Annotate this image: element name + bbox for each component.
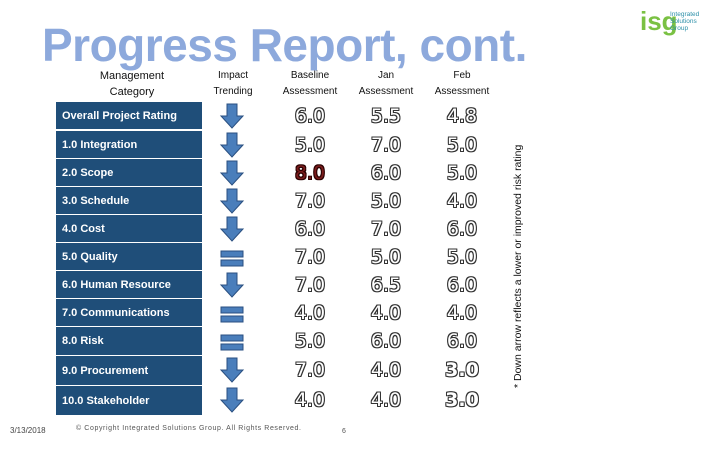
logo-line-2: Solutions xyxy=(670,18,697,25)
baseline-value: 7.0 xyxy=(294,246,326,268)
feb-value: 6.0 xyxy=(446,218,478,240)
header-impact-trending: Impact Trending xyxy=(213,70,253,97)
down-arrow-icon xyxy=(219,357,245,383)
category-label: 2.0 Scope xyxy=(56,159,202,187)
feb-value: 3.0 xyxy=(445,359,479,381)
category-label: 10.0 Stakeholder xyxy=(56,386,202,416)
category-label: 8.0 Risk xyxy=(56,327,202,356)
down-arrow-icon xyxy=(219,188,245,214)
equal-bars-icon xyxy=(220,334,244,351)
category-label: 3.0 Schedule xyxy=(56,187,202,215)
baseline-value: 4.0 xyxy=(294,302,326,324)
jan-value: 7.0 xyxy=(370,218,402,240)
baseline-value: 7.0 xyxy=(294,190,326,212)
logo-text: Integrated Solutions Group xyxy=(670,11,699,32)
down-arrow-icon xyxy=(219,132,245,158)
baseline-value: 6.0 xyxy=(294,105,326,127)
feb-value: 6.0 xyxy=(446,330,478,352)
category-label: 9.0 Procurement xyxy=(56,356,202,386)
feb-value: 5.0 xyxy=(446,134,478,156)
down-arrow-icon xyxy=(219,103,245,129)
category-label: 1.0 Integration xyxy=(56,131,202,159)
feb-value: 5.0 xyxy=(446,162,478,184)
down-arrow-icon xyxy=(219,387,245,413)
isg-logo: isg Integrated Solutions Group xyxy=(640,8,712,38)
jan-value: 4.0 xyxy=(370,389,402,411)
baseline-value: 6.0 xyxy=(294,218,326,240)
jan-value: 4.0 xyxy=(370,302,402,324)
baseline-value: 8.0 xyxy=(294,162,326,184)
footer-copyright: © Copyright Integrated Solutions Group. … xyxy=(76,425,302,432)
jan-value: 6.5 xyxy=(370,274,402,296)
footer-page-number: 6 xyxy=(342,428,346,435)
feb-value: 4.8 xyxy=(446,105,478,127)
baseline-value: 4.0 xyxy=(294,389,326,411)
header-jan-assessment: Jan Assessment xyxy=(358,70,414,97)
category-label: 7.0 Communications xyxy=(56,299,202,327)
category-label: 6.0 Human Resource xyxy=(56,271,202,299)
down-arrow-icon xyxy=(219,272,245,298)
baseline-value: 7.0 xyxy=(294,359,326,381)
baseline-value: 5.0 xyxy=(294,330,326,352)
category-label: 5.0 Quality xyxy=(56,243,202,271)
down-arrow-icon xyxy=(219,160,245,186)
logo-line-3: Group xyxy=(670,25,689,32)
jan-value: 5.5 xyxy=(370,105,402,127)
feb-value: 5.0 xyxy=(446,246,478,268)
jan-value: 7.0 xyxy=(370,134,402,156)
header-baseline-assessment: Baseline Assessment xyxy=(282,70,338,97)
jan-value: 6.0 xyxy=(370,330,402,352)
jan-value: 5.0 xyxy=(370,246,402,268)
side-note: * Down arrow reflects a lower or improve… xyxy=(512,144,524,388)
jan-value: 5.0 xyxy=(370,190,402,212)
equal-bars-icon xyxy=(220,306,244,323)
feb-value: 4.0 xyxy=(446,190,478,212)
baseline-value: 5.0 xyxy=(294,134,326,156)
logo-mark: isg xyxy=(640,6,678,36)
feb-value: 3.0 xyxy=(445,389,479,411)
footer-date: 3/13/2018 xyxy=(10,426,46,435)
feb-value: 6.0 xyxy=(446,274,478,296)
baseline-value: 7.0 xyxy=(294,274,326,296)
category-label: Overall Project Rating xyxy=(56,102,202,130)
category-label: 4.0 Cost xyxy=(56,215,202,243)
logo-line-1: Integrated xyxy=(670,11,700,18)
feb-value: 4.0 xyxy=(446,302,478,324)
page-title: Progress Report, cont. xyxy=(42,19,527,71)
header-management-category: Management Category xyxy=(99,70,165,98)
down-arrow-icon xyxy=(219,216,245,242)
jan-value: 4.0 xyxy=(370,359,402,381)
header-feb-assessment: Feb Assessment xyxy=(434,70,490,97)
equal-bars-icon xyxy=(220,250,244,267)
jan-value: 6.0 xyxy=(370,162,402,184)
